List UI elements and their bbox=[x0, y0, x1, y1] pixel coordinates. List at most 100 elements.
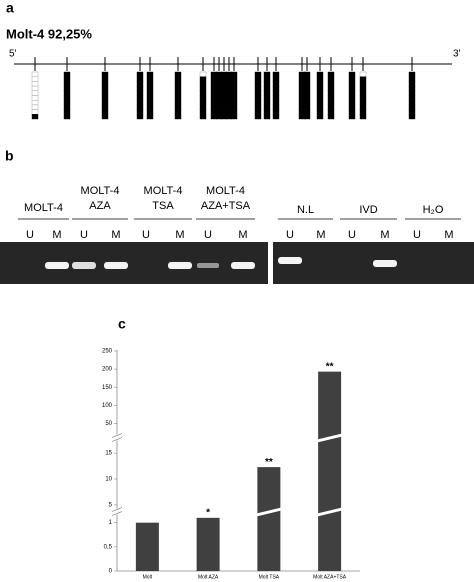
group-label: MOLT-4 bbox=[206, 185, 245, 197]
clone-square bbox=[327, 104, 335, 110]
clone-square bbox=[146, 95, 154, 101]
clone-square bbox=[303, 104, 311, 110]
clone-square bbox=[303, 114, 311, 120]
clone-square bbox=[136, 90, 144, 96]
clone-column bbox=[298, 71, 306, 120]
clone-square bbox=[31, 71, 39, 77]
x-tick-label: Molt TSA bbox=[259, 574, 280, 580]
clone-column bbox=[303, 71, 311, 120]
clone-square bbox=[230, 71, 238, 77]
clone-column bbox=[263, 71, 271, 120]
clone-square bbox=[254, 76, 262, 82]
clone-square bbox=[348, 90, 356, 96]
clone-square bbox=[348, 76, 356, 82]
clone-square bbox=[254, 90, 262, 96]
clone-square bbox=[359, 71, 367, 77]
clone-column bbox=[215, 71, 223, 120]
clone-square bbox=[63, 90, 71, 96]
clone-column bbox=[63, 71, 71, 120]
clone-square bbox=[101, 90, 109, 96]
clone-square bbox=[359, 85, 367, 91]
clone-square bbox=[272, 104, 280, 110]
clone-square bbox=[63, 85, 71, 91]
clone-square bbox=[199, 99, 207, 106]
clone-square bbox=[146, 90, 154, 96]
axis-break-gap bbox=[113, 508, 121, 515]
clone-square bbox=[272, 76, 280, 82]
clone-square bbox=[174, 85, 182, 91]
axis-break bbox=[111, 433, 123, 438]
clone-square bbox=[199, 71, 207, 77]
clone-square bbox=[348, 71, 356, 77]
bar bbox=[318, 371, 342, 571]
clone-square bbox=[136, 109, 144, 115]
clone-square bbox=[348, 114, 356, 120]
band bbox=[373, 260, 397, 267]
clone-square bbox=[316, 104, 324, 110]
clone-square bbox=[327, 95, 335, 101]
panel-label: a bbox=[6, 0, 14, 16]
group-label: H₂O bbox=[423, 204, 444, 216]
clone-square bbox=[359, 109, 367, 115]
clone-square bbox=[230, 109, 238, 115]
clone-square bbox=[146, 85, 154, 91]
clone-square bbox=[327, 99, 335, 106]
clone-square bbox=[272, 90, 280, 96]
band bbox=[197, 263, 219, 268]
clone-square bbox=[31, 114, 39, 120]
clone-square bbox=[272, 81, 280, 87]
band bbox=[72, 262, 96, 269]
clone-column bbox=[254, 71, 262, 120]
clone-square bbox=[101, 114, 109, 120]
clone-square bbox=[101, 104, 109, 110]
clone-square bbox=[101, 71, 109, 77]
x-tick-label: Molt AZA bbox=[198, 574, 219, 580]
clone-square bbox=[31, 90, 39, 96]
clone-square bbox=[101, 95, 109, 101]
clone-square bbox=[136, 76, 144, 82]
clone-square bbox=[136, 85, 144, 91]
clone-square bbox=[359, 81, 367, 87]
clone-square bbox=[303, 76, 311, 82]
cpg-sites bbox=[31, 57, 416, 120]
clone-square bbox=[263, 95, 271, 101]
clone-column bbox=[174, 71, 182, 120]
clone-square bbox=[327, 90, 335, 96]
clone-square bbox=[136, 71, 144, 77]
clone-square bbox=[254, 114, 262, 120]
clone-square bbox=[63, 95, 71, 101]
clone-square bbox=[327, 81, 335, 87]
clone-square bbox=[230, 114, 238, 120]
end-label: 3' bbox=[453, 49, 461, 60]
clone-square bbox=[31, 81, 39, 87]
y-tick-label: 10 bbox=[105, 477, 112, 483]
clone-square bbox=[146, 76, 154, 82]
clone-square bbox=[348, 104, 356, 110]
clone-square bbox=[316, 90, 324, 96]
clone-square bbox=[359, 90, 367, 96]
clone-square bbox=[199, 104, 207, 110]
group-label: IVD bbox=[359, 204, 377, 216]
clone-square bbox=[63, 104, 71, 110]
clone-square bbox=[272, 109, 280, 115]
y-tick-label: 150 bbox=[102, 385, 113, 391]
axis-break bbox=[111, 507, 123, 512]
clone-square bbox=[254, 99, 262, 106]
clone-square bbox=[63, 81, 71, 87]
clone-square bbox=[146, 71, 154, 77]
clone-square bbox=[31, 104, 39, 110]
y-tick-label: 5 bbox=[109, 502, 113, 508]
clone-square bbox=[272, 85, 280, 91]
bands bbox=[45, 257, 397, 269]
x-tick-label: Molt AZA+TSA bbox=[313, 574, 347, 580]
lane-label: U bbox=[80, 229, 88, 241]
clone-square bbox=[230, 85, 238, 91]
clone-square bbox=[348, 109, 356, 115]
clone-square bbox=[199, 109, 207, 115]
clone-square bbox=[316, 81, 324, 87]
axis-break bbox=[111, 437, 123, 442]
clone-square bbox=[146, 99, 154, 106]
clone-square bbox=[263, 90, 271, 96]
